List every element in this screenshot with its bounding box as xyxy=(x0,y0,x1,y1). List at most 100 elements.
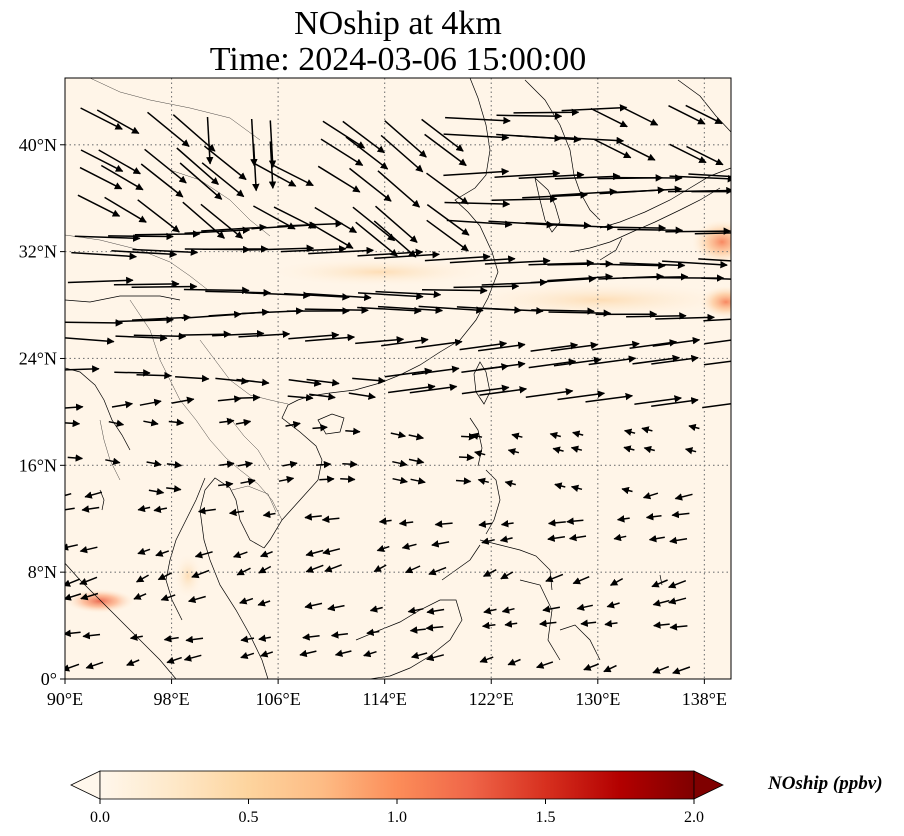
wind-vector xyxy=(98,149,141,175)
wind-vector xyxy=(240,651,255,660)
wind-vector xyxy=(176,147,219,185)
wind-vector xyxy=(179,162,223,200)
wind-vector xyxy=(321,515,340,523)
wind-vector xyxy=(592,340,640,351)
wind-vector xyxy=(623,445,635,453)
wind-vector xyxy=(507,658,521,666)
wind-vector xyxy=(655,313,715,322)
wind-vector xyxy=(74,234,141,242)
wind-vector xyxy=(253,162,297,187)
wind-vector xyxy=(641,426,653,434)
wind-vector xyxy=(200,203,244,239)
wind-vector xyxy=(443,167,510,177)
wind-vector xyxy=(410,651,428,660)
wind-vector xyxy=(392,459,408,468)
wind-vector xyxy=(111,401,134,409)
wind-vector xyxy=(421,118,464,152)
wind-vector xyxy=(653,621,670,629)
wind-vector xyxy=(606,601,620,609)
wind-vector xyxy=(65,365,100,373)
wind-vector xyxy=(205,116,214,165)
wind-vector xyxy=(671,510,690,519)
colorbar-gradient xyxy=(99,770,695,800)
wind-vector xyxy=(552,446,564,454)
wind-vector xyxy=(375,290,442,299)
wind-vector xyxy=(348,392,376,400)
wind-vector xyxy=(79,166,123,190)
wind-vector xyxy=(317,165,361,193)
wind-vector xyxy=(258,565,272,574)
wind-vector xyxy=(65,403,84,411)
wind-vector xyxy=(511,432,523,440)
wind-vector xyxy=(545,573,564,583)
wind-vector xyxy=(377,305,444,314)
wind-vector xyxy=(504,479,516,488)
wind-vector xyxy=(309,392,336,401)
wind-vector xyxy=(518,171,585,180)
wind-vector xyxy=(576,603,593,611)
wind-vector xyxy=(111,250,178,258)
wind-vector xyxy=(312,424,328,432)
wind-vector xyxy=(65,319,124,327)
lon-tick-labels: 90°E 98°E 106°E 114°E 122°E 130°E 138°E xyxy=(47,679,727,709)
wind-vector xyxy=(651,397,699,407)
wind-vector xyxy=(634,395,682,405)
wind-vector xyxy=(366,628,380,636)
wind-vector xyxy=(71,251,138,261)
wind-vector xyxy=(626,312,687,320)
wind-vector xyxy=(262,510,276,519)
wind-vector xyxy=(376,544,390,553)
wind-vector xyxy=(104,196,147,223)
wind-vector xyxy=(580,619,597,627)
wind-vector xyxy=(549,431,561,440)
wind-vector xyxy=(424,133,467,167)
lon-tick-label: 114°E xyxy=(362,689,407,709)
wind-vector xyxy=(183,286,250,295)
wind-vector xyxy=(603,664,617,673)
wind-vector xyxy=(248,244,315,253)
lon-tick-label: 138°E xyxy=(682,689,727,709)
hotspot-east-of-japan xyxy=(700,286,731,318)
wind-vector xyxy=(374,250,440,260)
lon-tick-label: 90°E xyxy=(47,689,83,709)
wind-vector xyxy=(461,384,510,395)
wind-vector xyxy=(232,551,248,559)
title-line-1: NOship at 4km xyxy=(294,5,502,42)
wind-vector xyxy=(481,537,495,545)
wind-vector xyxy=(669,143,707,164)
wind-vector xyxy=(453,282,520,291)
wind-vector xyxy=(688,173,731,178)
wind-vector xyxy=(146,459,162,468)
wind-vector xyxy=(239,597,254,605)
wind-vector xyxy=(100,164,144,191)
wind-vector xyxy=(135,574,149,583)
wind-vector xyxy=(613,533,627,542)
wind-vector xyxy=(166,656,182,664)
wind-vector xyxy=(507,448,520,456)
wind-vector xyxy=(65,419,81,428)
wind-vector xyxy=(390,431,407,439)
colorbar-tick-label: 1.0 xyxy=(387,809,407,826)
wind-vector xyxy=(642,492,659,500)
wind-vector xyxy=(330,631,348,639)
wind-vector xyxy=(363,650,377,658)
wind-vector xyxy=(182,201,225,239)
wind-vector xyxy=(219,460,235,468)
wind-vector xyxy=(669,174,731,183)
wind-vector xyxy=(384,120,427,158)
wind-vector xyxy=(140,163,184,198)
lon-tick-label: 122°E xyxy=(469,689,514,709)
wind-vector xyxy=(157,572,173,581)
wind-vector xyxy=(500,571,514,580)
wind-vector xyxy=(168,418,185,427)
wind-vector xyxy=(616,515,630,523)
wind-vector xyxy=(235,418,252,427)
wind-vector xyxy=(444,200,511,208)
wind-vector xyxy=(278,475,295,484)
lon-tick-label: 98°E xyxy=(153,689,189,709)
wind-vector xyxy=(522,191,588,199)
wind-vector xyxy=(285,420,301,429)
wind-vector xyxy=(310,223,354,249)
wind-vector xyxy=(215,377,249,385)
wind-vector xyxy=(314,206,358,234)
